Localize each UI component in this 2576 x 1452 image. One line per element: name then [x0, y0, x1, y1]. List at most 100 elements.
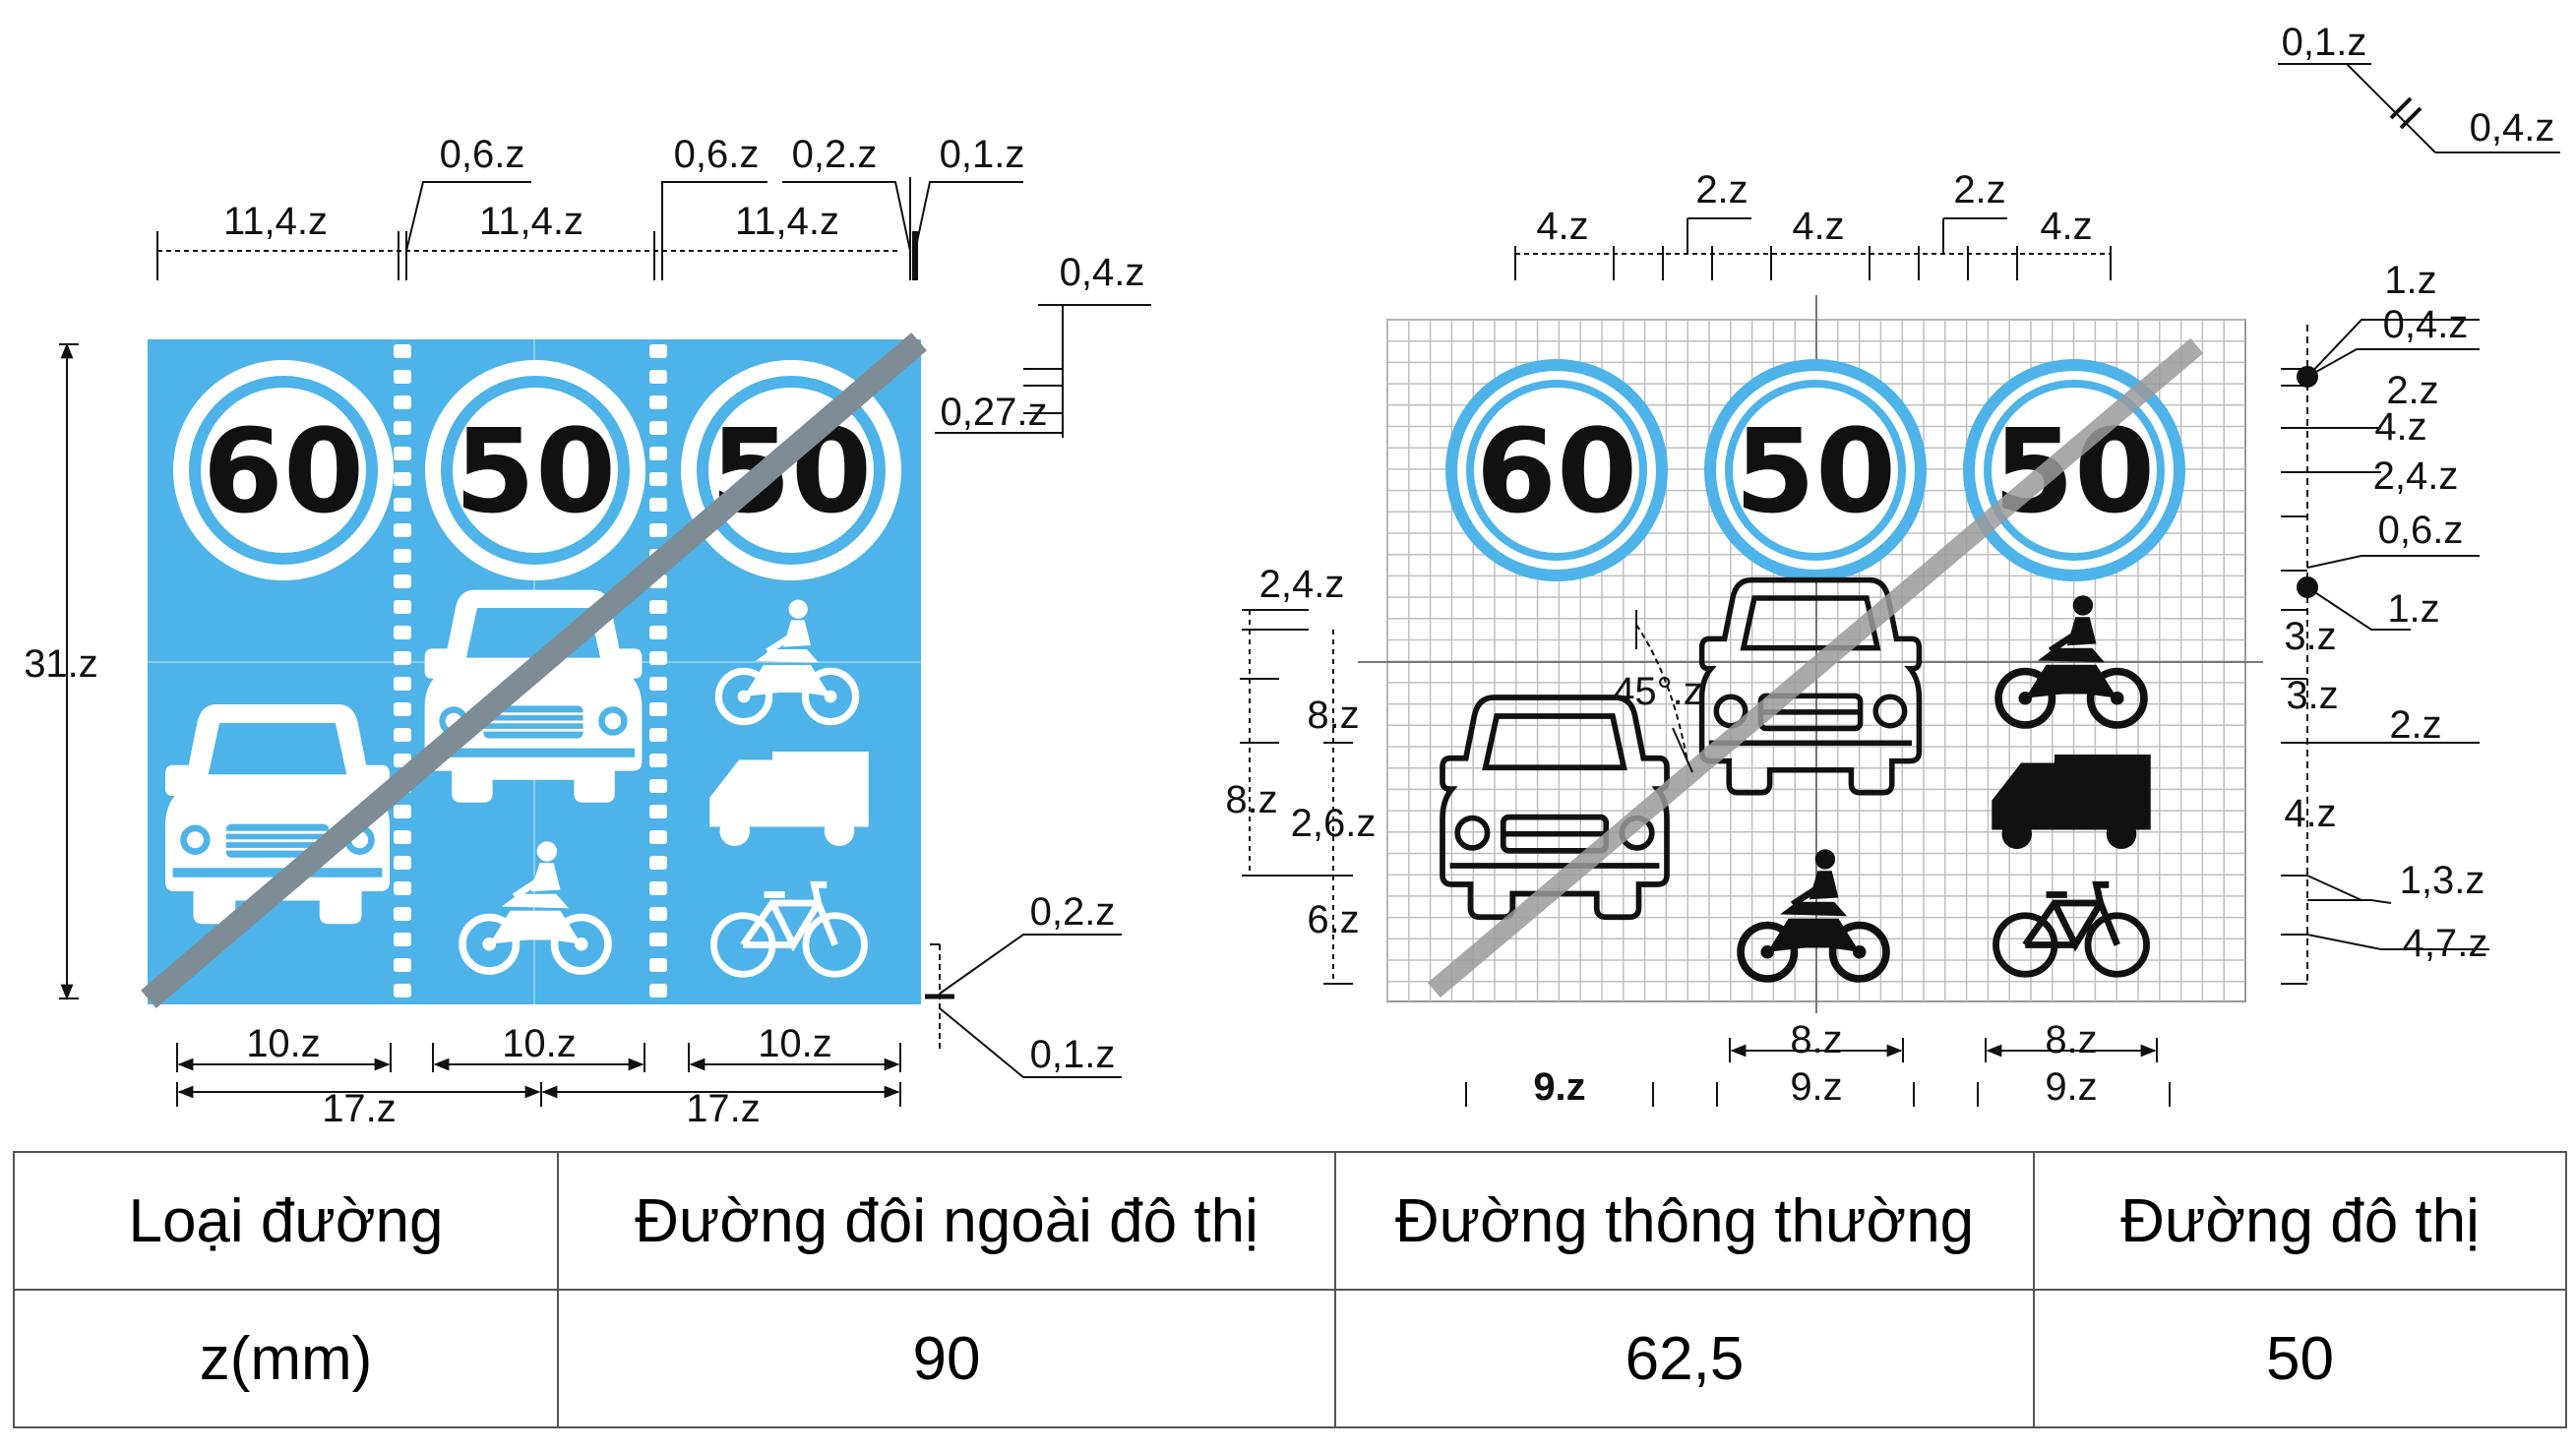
dim-label: 1.z — [2384, 259, 2436, 302]
speed-sign-left-2: 50 — [425, 360, 645, 580]
stripe-dash — [394, 984, 411, 998]
stripe-dash — [649, 907, 667, 921]
dim-label: 4.z — [2284, 792, 2336, 835]
stripe-dash — [649, 498, 667, 512]
dim-label: 3.z — [2286, 674, 2338, 717]
dim-label: 31.z — [24, 642, 98, 686]
speed-value-right-2: 50 — [1735, 403, 1896, 539]
dim-label: 0,4.z — [2470, 106, 2555, 150]
table-header-row: Loại đường Đường đôi ngoài đô thị Đường … — [13, 1151, 2567, 1291]
dim-label: 2,4.z — [2373, 454, 2459, 498]
speed-value-left-1: 60 — [203, 403, 364, 539]
dim-label: 8.z — [2045, 1018, 2097, 1061]
dim-label: 17.z — [322, 1087, 397, 1130]
z-value-table: Loại đường Đường đôi ngoài đô thị Đường … — [13, 1151, 2567, 1428]
technical-drawing: 60 50 50 — [24, 21, 2560, 1130]
dim-label: 1.z — [2387, 587, 2439, 631]
stripe-dash — [649, 728, 667, 742]
dim-label: 17.z — [686, 1087, 761, 1130]
stripe-dash — [649, 677, 667, 691]
right-dimension-labels: 4.z 4.z 4.z 2.z 2.z 0,1.z 0,4.z 1.z 0,4.… — [1225, 21, 2554, 1109]
stripe-dash — [649, 626, 667, 639]
right-dimensions — [1240, 63, 2560, 1107]
dim-label: 0,6.z — [440, 133, 525, 176]
dim-label: 4.z — [2040, 205, 2092, 248]
stripe-dash — [394, 549, 411, 563]
right-sign: 60 50 50 — [1225, 21, 2560, 1109]
dim-label: 11,4.z — [735, 200, 839, 243]
stripe-dash — [649, 754, 667, 767]
speed-value-left-3: 50 — [710, 403, 872, 539]
dim-label: 0,2.z — [792, 133, 878, 176]
stripe-dash — [394, 575, 411, 588]
dim-label: 9.z — [1533, 1065, 1585, 1109]
stripe-dash — [394, 421, 411, 435]
dim-label: 10.z — [246, 1022, 321, 1065]
dim-label: 0,6.z — [674, 133, 760, 176]
dim-label: 9.z — [2045, 1065, 2097, 1109]
dim-label: 0,1.z — [2282, 21, 2367, 64]
stripe-dash — [649, 523, 667, 537]
speed-value-right-1: 60 — [1476, 403, 1637, 539]
cancel-bar — [1427, 337, 2204, 998]
stripe-dash — [394, 370, 411, 384]
stripe-dash — [394, 344, 411, 358]
stripe-dash — [649, 958, 667, 972]
table-cell: z(mm) — [13, 1289, 559, 1428]
table-row: z(mm) 90 62,5 50 — [13, 1289, 2567, 1428]
dim-label: 11,4.z — [479, 200, 583, 243]
dim-label: 2.z — [1953, 168, 2005, 212]
stripe-dash — [394, 498, 411, 512]
table-cell: 50 — [2033, 1289, 2567, 1428]
table-header-cell: Loại đường — [13, 1151, 559, 1291]
stripe-dash — [394, 600, 411, 614]
stripe-dash — [649, 881, 667, 895]
speed-sign-right-2: 50 — [1704, 359, 1927, 581]
speed-value-right-3: 50 — [1993, 403, 2155, 539]
dim-label: 11,4.z — [223, 200, 328, 243]
stripe-dash — [394, 958, 411, 972]
dim-label: 0,4.z — [2383, 303, 2469, 346]
stripe-dash — [649, 600, 667, 614]
dim-label: 8.z — [1225, 778, 1277, 821]
dim-label: 4.z — [1792, 205, 1844, 248]
dim-label: 4.z — [1536, 205, 1588, 248]
left-dimension-labels: 11,4.z 11,4.z 11,4.z 0,6.z 0,6.z 0,2.z 0… — [24, 133, 1144, 1130]
stripe-dash — [394, 856, 411, 870]
stripe-dash — [649, 702, 667, 716]
dim-label: 4,7.z — [2403, 922, 2488, 965]
stripe-dash — [649, 447, 667, 460]
stripe-dash — [394, 830, 411, 844]
stripe-dash — [394, 626, 411, 639]
speed-value-left-2: 50 — [455, 403, 616, 539]
dim-label: 1,3.z — [2400, 859, 2485, 902]
table-header-cell: Đường đôi ngoài đô thị — [557, 1151, 1336, 1291]
stripe-dash — [394, 933, 411, 946]
stripe-dash — [394, 395, 411, 409]
dim-label: 2,4.z — [1259, 563, 1345, 606]
dim-label: 3.z — [2284, 615, 2336, 658]
stripe-dash — [394, 805, 411, 818]
table-cell: 62,5 — [1334, 1289, 2035, 1428]
dim-label: 0,2.z — [1030, 890, 1116, 934]
stripe-dash — [649, 370, 667, 384]
stripe-dash — [394, 523, 411, 537]
dim-label: 9.z — [1790, 1065, 1842, 1109]
dim-label: 0,1.z — [940, 133, 1025, 176]
dim-label: 2,6.z — [1291, 802, 1377, 845]
dim-label: 2.z — [2389, 703, 2441, 747]
dim-label: 6.z — [1307, 898, 1359, 941]
angle-label: 45°.z — [1613, 670, 1703, 713]
stripe-dash — [649, 395, 667, 409]
left-dimensions — [59, 177, 1151, 1107]
dim-label: 2.z — [2386, 369, 2438, 412]
speed-sign-left-1: 60 — [173, 360, 394, 580]
stripe-dash — [394, 702, 411, 716]
stripe-dash — [649, 779, 667, 793]
speed-sign-right-1: 60 — [1445, 359, 1668, 581]
table-header-cell: Đường đô thị — [2033, 1151, 2567, 1291]
left-sign: 60 50 50 — [24, 133, 1151, 1130]
stripe-dash — [394, 907, 411, 921]
stripe-dash — [394, 447, 411, 460]
stripe-dash — [649, 805, 667, 818]
